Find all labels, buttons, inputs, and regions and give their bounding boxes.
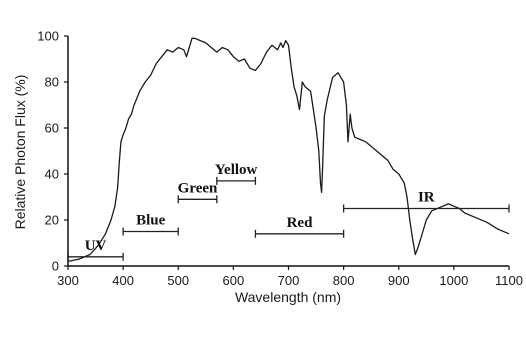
y-tick-label: 60 xyxy=(45,121,59,136)
spectral-bands: UV Blue Green Yellow Red IR xyxy=(67,162,510,261)
x-tick-label: 1100 xyxy=(495,273,523,288)
y-tick-label: 20 xyxy=(45,213,59,228)
y-tick-label: 40 xyxy=(45,167,59,182)
band-yellow: Yellow xyxy=(215,162,258,185)
band-uv: UV xyxy=(67,238,124,261)
x-tick-label: 500 xyxy=(167,273,189,288)
plot-area xyxy=(67,37,510,263)
y-tick-label: 100 xyxy=(37,29,59,44)
y-axis-title: Relative Photon Flux (%) xyxy=(12,75,28,230)
x-tick-label: 400 xyxy=(112,273,134,288)
photon-flux-line-0 xyxy=(67,37,510,263)
x-tick-label: 800 xyxy=(333,273,355,288)
band-label: Green xyxy=(178,180,218,196)
band-blue: Blue xyxy=(122,213,179,236)
x-tick-label: 1000 xyxy=(439,273,468,288)
x-tick-label: 300 xyxy=(57,273,79,288)
ticks: 300 400 500 600 700 800 900 1000 1100 0 20 40 60 80 10… xyxy=(37,29,523,289)
band-label: IR xyxy=(418,190,435,206)
band-green: Green xyxy=(177,180,218,204)
band-red: Red xyxy=(254,215,345,238)
band-label: Blue xyxy=(136,213,166,229)
x-tick-label: 600 xyxy=(223,273,245,288)
x-axis-title: Wavelength (nm) xyxy=(235,289,341,305)
x-tick-label: 900 xyxy=(388,273,410,288)
band-label: UV xyxy=(85,238,107,254)
band-label: Yellow xyxy=(215,162,258,178)
y-tick-label: 0 xyxy=(52,259,59,274)
band-ir: IR xyxy=(342,190,510,213)
x-tick-label: 700 xyxy=(278,273,300,288)
y-tick-label: 80 xyxy=(45,75,59,90)
band-label: Red xyxy=(287,215,313,231)
